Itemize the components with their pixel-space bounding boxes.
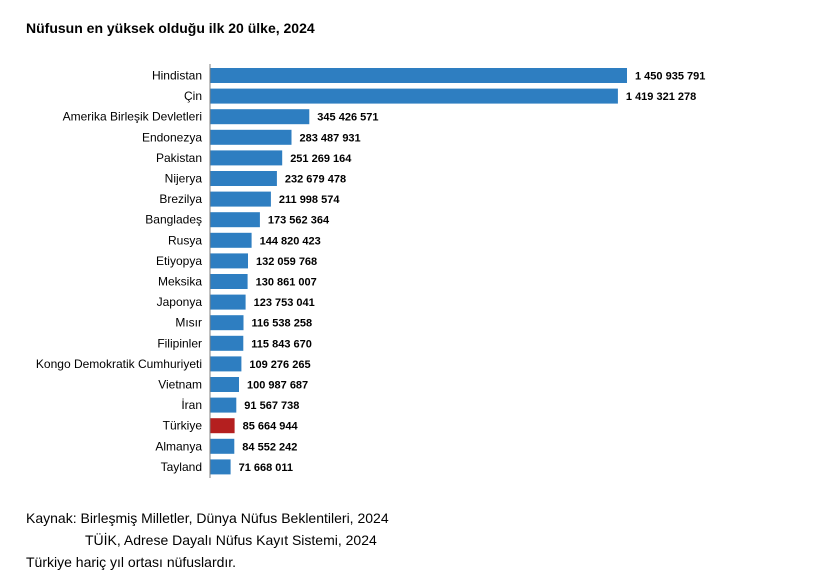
value-label: 173 562 364: [268, 215, 330, 227]
category-label: Almanya: [155, 439, 202, 453]
chart-title: Nüfusun en yüksek olduğu ilk 20 ülke, 20…: [26, 20, 315, 36]
value-label: 116 538 258: [252, 318, 313, 330]
category-label: Çin: [184, 89, 202, 103]
bar: [210, 294, 246, 310]
value-label: 91 567 738: [244, 400, 299, 412]
bar: [210, 377, 239, 392]
bar: [210, 150, 283, 166]
bar: [210, 274, 248, 289]
category-label: Filipinler: [157, 336, 202, 350]
bar: [210, 88, 618, 104]
bar: [210, 438, 235, 454]
bar: [210, 459, 231, 475]
category-label: Amerika Birleşik Devletleri: [63, 110, 202, 124]
bar: [210, 171, 277, 186]
category-label: Pakistan: [156, 151, 202, 165]
value-label: 132 059 768: [256, 256, 317, 268]
bars-group: Hindistan 1 450 935 791 Çin 1 419 321 278 Am…: [36, 64, 705, 478]
category-label: Etiyopya: [156, 254, 202, 268]
bar: [210, 232, 252, 248]
bar: [210, 191, 271, 207]
value-label: 345 426 571: [317, 112, 378, 124]
bar: [210, 335, 244, 351]
category-label: Bangladeş: [145, 213, 202, 227]
value-label: 1 450 935 791: [635, 71, 705, 83]
value-label: 283 487 931: [300, 132, 361, 144]
category-label: Kongo Demokratik Cumhuriyeti: [36, 357, 202, 371]
bar: [210, 253, 248, 269]
category-label: Mısır: [175, 316, 202, 330]
category-label: İran: [181, 398, 202, 412]
footnote: Türkiye hariç yıl ortası nüfuslardır.: [26, 554, 237, 570]
category-label: Nijerya: [165, 172, 203, 186]
value-label: 1 419 321 278: [626, 91, 696, 103]
value-label: 100 987 687: [247, 380, 308, 392]
category-label: Rusya: [168, 233, 202, 247]
category-label: Brezilya: [159, 192, 202, 206]
bar: [210, 315, 244, 331]
value-label: 71 668 011: [239, 462, 293, 474]
bar-highlighted: [210, 418, 235, 434]
source-line-2: TÜİK, Adrese Dayalı Nüfus Kayıt Sistemi,…: [26, 532, 377, 548]
value-label: 130 861 007: [256, 277, 317, 289]
value-label: 251 269 164: [290, 153, 352, 165]
value-label: 232 679 478: [285, 174, 346, 186]
category-label: Hindistan: [152, 69, 202, 83]
value-label: 115 843 670: [251, 338, 312, 350]
value-label: 109 276 265: [249, 359, 310, 371]
bar: [210, 212, 260, 228]
value-label: 144 820 423: [260, 235, 321, 247]
bar: [210, 397, 237, 413]
value-label: 85 664 944: [243, 421, 299, 433]
value-label: 84 552 242: [242, 441, 297, 453]
category-label: Meksika: [158, 275, 202, 289]
source-line-1: Kaynak: Birleşmiş Milletler, Dünya Nüfus…: [26, 510, 389, 526]
category-label: Vietnam: [158, 378, 202, 392]
source-line-2-text: TÜİK, Adrese Dayalı Nüfus Kayıt Sistemi,…: [85, 532, 377, 548]
bar: [210, 68, 627, 83]
bar: [210, 356, 242, 372]
category-label: Tayland: [161, 460, 202, 474]
bar: [210, 109, 310, 125]
bar-chart: Hindistan 1 450 935 791 Çin 1 419 321 278 Am…: [36, 64, 705, 478]
category-label: Türkiye: [163, 419, 203, 433]
category-label: Japonya: [157, 295, 203, 309]
category-label: Endonezya: [142, 130, 202, 144]
bar: [210, 129, 292, 145]
value-label: 123 753 041: [254, 297, 315, 309]
value-label: 211 998 574: [279, 194, 340, 206]
